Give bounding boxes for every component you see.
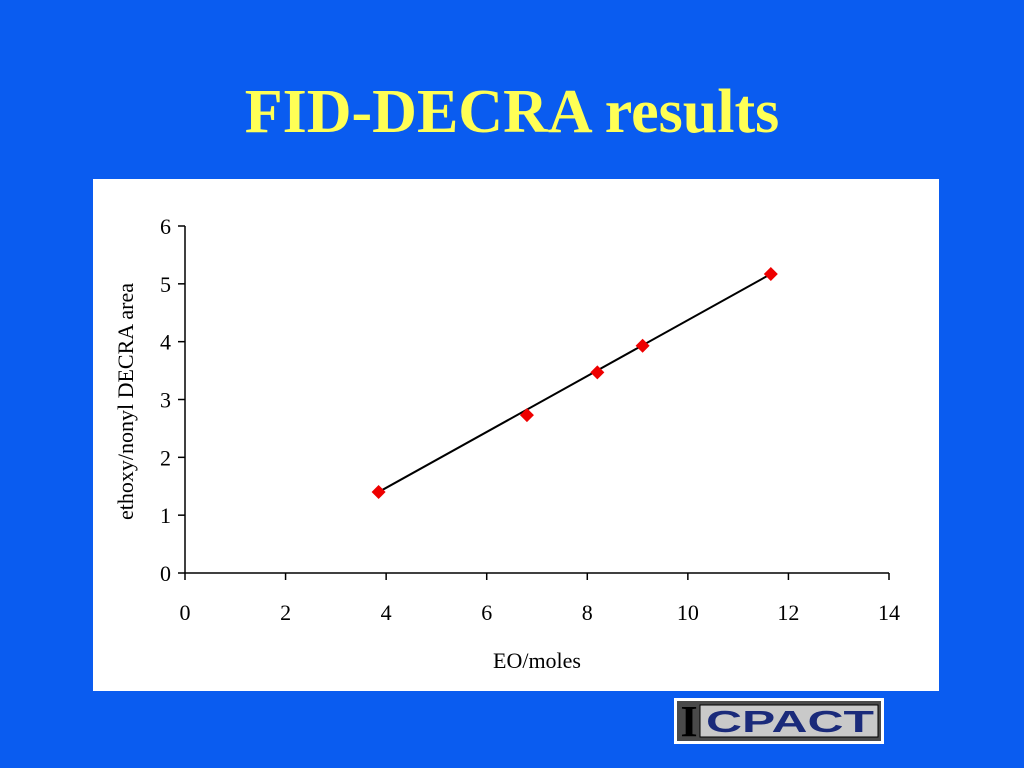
chart-panel: 0 1 2 3 4 5 6 0 2 4 6 8 10 12 14 EO/moles ethoxy/nonyl… (93, 179, 939, 691)
logo-prefix: I (680, 698, 697, 744)
slide-title: FID-DECRA results (244, 78, 780, 146)
cpact-logo: I CPACT (674, 698, 884, 744)
y-tick-label: 2 (160, 445, 171, 470)
data-point-marker (635, 338, 650, 353)
y-tick-label: 1 (160, 503, 171, 528)
logo-text: CPACT (706, 704, 874, 739)
x-axis-label: EO/moles (493, 648, 581, 673)
data-points (371, 267, 778, 500)
x-tick-label: 0 (180, 600, 191, 625)
y-tick-label: 3 (160, 388, 171, 413)
trendline (378, 273, 772, 493)
y-tick-label: 4 (160, 330, 171, 355)
data-point-marker (371, 485, 386, 500)
data-point-marker (763, 267, 778, 282)
trendline-group (378, 273, 772, 493)
y-tick-label: 0 (160, 561, 171, 586)
y-tick-label: 6 (160, 214, 171, 239)
y-axis-label: ethoxy/nonyl DECRA area (113, 283, 138, 520)
x-tick-label: 12 (777, 600, 799, 625)
y-tick-label: 5 (160, 272, 171, 297)
x-tick-label: 10 (677, 600, 699, 625)
x-tick-label: 14 (878, 600, 900, 625)
x-tick-label: 4 (381, 600, 392, 625)
x-tick-label: 8 (582, 600, 593, 625)
data-point-marker (590, 365, 605, 380)
x-tick-label: 2 (280, 600, 291, 625)
data-point-marker (519, 408, 534, 423)
x-tick-label: 6 (481, 600, 492, 625)
